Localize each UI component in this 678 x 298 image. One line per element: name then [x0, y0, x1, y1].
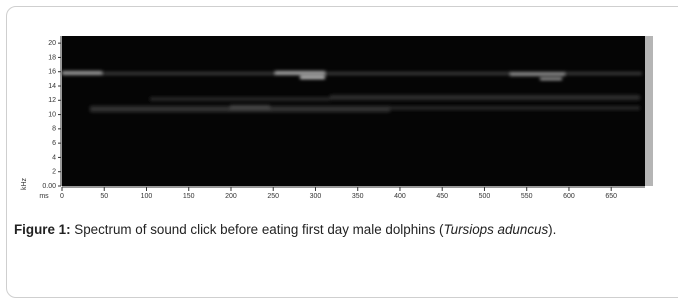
figure-caption: Figure 1: Spectrum of sound click before… [14, 219, 670, 240]
y-tick-label: 8 [52, 126, 56, 133]
y-axis-label: kHz [21, 177, 28, 190]
x-tick-label: 450 [436, 193, 448, 200]
page: {"figure": {"y_label": "kHz", "x_label":… [0, 0, 678, 279]
scroll-bar [645, 36, 653, 186]
y-tick-label: 18 [48, 54, 56, 61]
y-tick-label: 10 [48, 111, 56, 118]
x-tick-label: 500 [479, 193, 491, 200]
y-tick-label: 14 [48, 83, 56, 90]
x-tick-label: 100 [141, 193, 153, 200]
x-tick-label: 550 [521, 193, 533, 200]
x-tick-label: 650 [605, 193, 617, 200]
y-tick-label: 4 [52, 154, 56, 161]
x-tick-label: 50 [100, 193, 108, 200]
x-tick-label: 300 [310, 193, 322, 200]
caption-end: ). [548, 222, 556, 237]
caption-text: Spectrum of sound click before eating fi… [74, 222, 443, 237]
caption-label: Figure 1: [14, 222, 71, 237]
x-tick-label: 250 [267, 193, 279, 200]
y-tick-label: 2 [52, 169, 56, 176]
y-tick-label: 16 [48, 69, 56, 76]
x-tick-label: 150 [183, 193, 195, 200]
x-tick-label: 0 [60, 193, 64, 200]
caption-species: Tursiops aduncus [443, 222, 548, 237]
x-tick-label: 200 [225, 193, 237, 200]
x-tick-label: 400 [394, 193, 406, 200]
x-tick-label: 600 [563, 193, 575, 200]
y-tick-label: 12 [48, 97, 56, 104]
y-tick-label: 0.00 [42, 183, 56, 190]
y-tick-label: 20 [48, 40, 56, 47]
x-tick-label: 350 [352, 193, 364, 200]
x-axis-label: ms [39, 193, 49, 200]
y-tick-label: 6 [52, 140, 56, 147]
